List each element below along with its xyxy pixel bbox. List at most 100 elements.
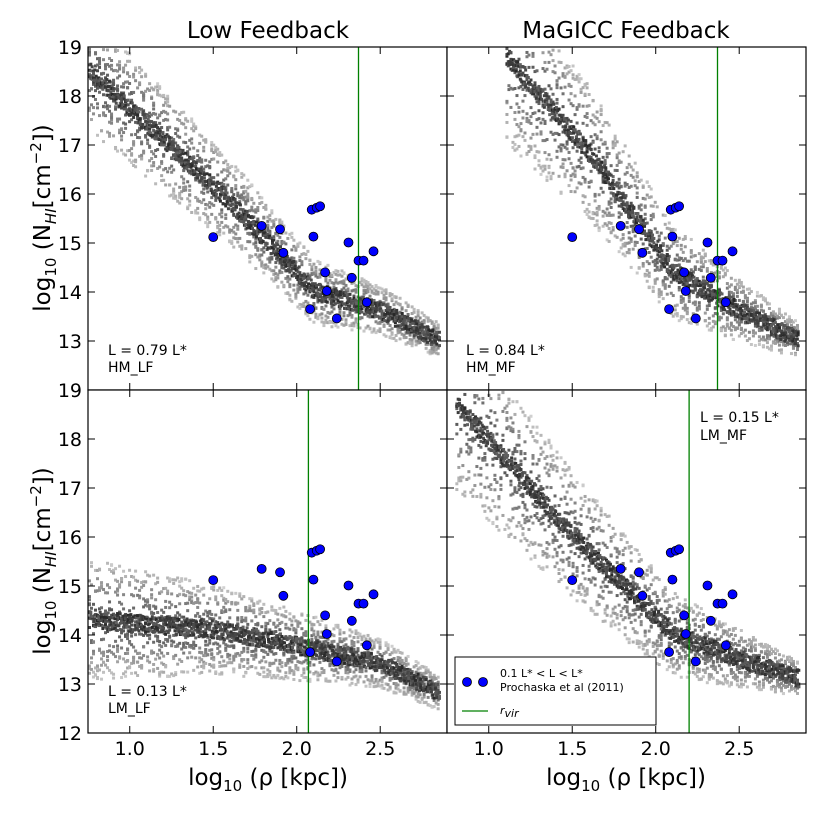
density-cell	[274, 278, 278, 282]
luminosity-label: L = 0.84 L*	[466, 343, 545, 359]
density-cell	[388, 294, 392, 298]
density-cell	[124, 113, 128, 117]
density-cell	[737, 334, 741, 338]
density-cell	[549, 105, 553, 109]
density-cell	[649, 204, 653, 208]
density-cell	[116, 117, 120, 121]
density-cell	[112, 81, 116, 85]
density-cell	[122, 569, 126, 573]
density-cell	[304, 257, 308, 261]
density-cell	[230, 202, 234, 206]
density-cell	[647, 232, 651, 236]
density-cell	[756, 320, 760, 324]
density-cell	[791, 327, 795, 331]
density-cell	[426, 350, 430, 354]
density-cell	[128, 641, 132, 645]
density-cell	[667, 258, 671, 262]
density-cell	[98, 65, 102, 69]
density-cell	[657, 238, 661, 242]
density-cell	[272, 219, 276, 223]
density-cell	[517, 110, 521, 114]
density-cell	[598, 169, 602, 173]
density-cell	[617, 211, 621, 215]
density-cell	[555, 149, 559, 153]
density-cell	[200, 165, 204, 169]
density-cell	[661, 261, 665, 265]
density-cell	[106, 655, 110, 659]
density-cell	[124, 575, 128, 579]
density-cell	[513, 142, 517, 146]
density-cell	[400, 311, 404, 315]
density-cell	[703, 254, 707, 258]
observation-point	[720, 297, 731, 308]
density-cell	[628, 206, 632, 210]
density-cell	[198, 167, 202, 171]
density-cell	[703, 319, 707, 323]
density-cell	[306, 293, 310, 297]
density-cell	[116, 647, 120, 651]
density-cell	[414, 315, 418, 319]
density-cell	[791, 336, 795, 340]
density-cell	[92, 652, 96, 656]
density-cell	[188, 193, 192, 197]
density-cell	[525, 50, 529, 54]
density-cell	[138, 120, 142, 124]
density-cell	[393, 319, 397, 323]
density-cell	[272, 247, 276, 251]
density-cell	[92, 112, 96, 116]
density-cell	[683, 237, 687, 241]
density-cell	[292, 260, 296, 264]
density-cell	[128, 639, 132, 643]
density-cell	[691, 279, 695, 283]
density-cell	[661, 243, 665, 247]
density-cell	[116, 649, 120, 653]
density-cell	[338, 273, 342, 277]
density-cell	[96, 102, 100, 106]
density-cell	[531, 111, 535, 115]
density-cell	[533, 70, 537, 74]
density-cell	[90, 583, 94, 587]
density-cell	[537, 99, 541, 103]
density-cell	[306, 314, 310, 318]
density-cell	[184, 151, 188, 155]
density-cell	[591, 217, 595, 221]
density-cell	[132, 594, 136, 598]
density-cell	[663, 283, 667, 287]
density-cell	[100, 129, 104, 133]
density-cell	[140, 153, 144, 157]
density-cell	[509, 105, 513, 109]
density-cell	[727, 285, 731, 289]
density-cell	[100, 77, 104, 81]
density-cell	[114, 578, 118, 582]
density-cell	[340, 317, 344, 321]
observation-point	[305, 304, 315, 315]
density-cell	[395, 311, 399, 315]
density-cell	[681, 259, 685, 263]
density-cell	[717, 318, 721, 322]
density-cell	[521, 109, 525, 113]
density-cell	[414, 343, 418, 347]
density-cell	[292, 288, 296, 292]
density-cell	[582, 151, 586, 155]
density-cell	[228, 230, 232, 234]
density-cell	[280, 242, 284, 246]
density-cell	[651, 285, 655, 289]
luminosity-label: L = 0.79 L*	[108, 343, 187, 359]
observation-point	[674, 201, 684, 212]
density-cell	[88, 664, 91, 668]
density-cell	[605, 179, 609, 183]
density-cell	[611, 178, 615, 182]
density-cell	[148, 159, 152, 163]
density-cell	[396, 328, 400, 332]
density-cell	[515, 94, 519, 98]
density-cell	[248, 232, 252, 236]
density-cell	[557, 174, 561, 178]
density-cell	[110, 59, 114, 63]
density-cell	[672, 266, 676, 270]
density-cell	[701, 262, 705, 266]
density-cell	[557, 60, 561, 64]
density-cell	[416, 329, 420, 333]
density-cell	[192, 173, 196, 177]
density-cell	[88, 595, 91, 599]
density-cell	[190, 210, 194, 214]
